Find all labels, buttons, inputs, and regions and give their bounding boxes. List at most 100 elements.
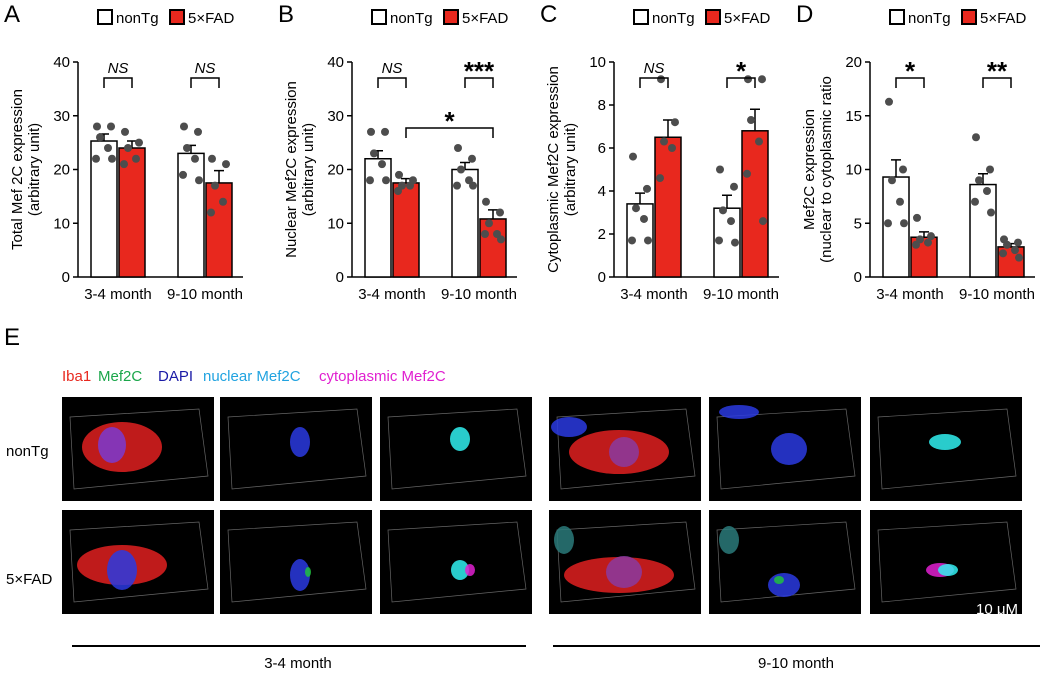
y-tick-label: 0 xyxy=(62,269,70,286)
legend-swatch xyxy=(97,9,113,25)
significance-bracket xyxy=(639,77,669,88)
panel-letter: A xyxy=(4,1,20,28)
data-point xyxy=(715,236,723,245)
data-point xyxy=(744,75,752,84)
data-point xyxy=(731,238,739,247)
data-point xyxy=(913,213,921,222)
panel-letter: C xyxy=(540,1,557,28)
box-outline xyxy=(556,408,696,490)
y-axis-label: (arbitrary unit) xyxy=(26,123,43,216)
data-point xyxy=(222,160,230,169)
data-point xyxy=(211,181,219,190)
data-point xyxy=(743,169,751,178)
cell-signal xyxy=(609,437,639,467)
significance-label: ** xyxy=(987,56,1008,86)
y-tick-label: 20 xyxy=(53,162,70,179)
data-point xyxy=(366,176,374,185)
data-point xyxy=(406,181,414,190)
data-point xyxy=(194,127,202,136)
y-axis-label: (nuclear to cytoplasmic ratio xyxy=(818,76,835,263)
significance-bracket xyxy=(982,77,1012,88)
y-axis-label: Nuclear Mef2C expression xyxy=(283,81,300,258)
legend-swatch xyxy=(889,9,905,25)
y-tick-label: 10 xyxy=(589,54,606,71)
y-axis-label: (arbitrary unit) xyxy=(562,123,579,216)
data-point xyxy=(1015,253,1023,262)
error-bar xyxy=(401,177,411,183)
legend-label: 5×FAD xyxy=(724,10,770,27)
data-point xyxy=(971,197,979,206)
cell-signal xyxy=(768,573,800,597)
significance-bracket xyxy=(895,77,925,88)
data-point xyxy=(395,170,403,179)
data-point xyxy=(454,144,462,152)
data-point xyxy=(660,137,668,146)
data-point xyxy=(453,181,461,190)
data-point xyxy=(457,165,465,174)
data-point xyxy=(485,219,493,228)
error-bar xyxy=(460,161,470,170)
significance-bracket xyxy=(405,127,494,138)
y-tick-label: 20 xyxy=(327,162,344,179)
cell-signal xyxy=(774,576,784,584)
y-tick-label: 10 xyxy=(327,215,344,232)
y-tick-label: 30 xyxy=(53,108,70,125)
data-point xyxy=(657,75,665,84)
data-point xyxy=(884,219,892,228)
data-point xyxy=(671,118,679,127)
row-label: nonTg xyxy=(6,443,49,460)
data-point xyxy=(668,144,676,152)
group-label: 3-4 month xyxy=(264,655,332,672)
significance-label: NS xyxy=(108,60,129,77)
data-point xyxy=(628,236,636,245)
cell-signal xyxy=(451,560,469,580)
data-point xyxy=(179,170,187,179)
group-label: 9-10 month xyxy=(758,655,834,672)
data-point xyxy=(924,238,932,247)
box-outline xyxy=(877,521,1017,603)
legend-cytoplasmic: cytoplasmic Mef2C xyxy=(319,368,446,385)
significance-label: NS xyxy=(195,60,216,77)
box-outline xyxy=(227,408,367,490)
y-tick-label: 20 xyxy=(845,54,862,71)
box-outline xyxy=(716,521,856,603)
data-point xyxy=(124,144,132,152)
box-outline xyxy=(69,408,209,490)
data-point xyxy=(727,217,735,226)
data-point xyxy=(370,149,378,158)
cell-signal xyxy=(719,526,739,554)
data-point xyxy=(896,197,904,206)
x-tick-label: 3-4 month xyxy=(876,286,944,303)
cell-signal xyxy=(554,526,574,554)
cell-signal xyxy=(771,433,807,465)
box-outline xyxy=(716,408,856,490)
significance-bracket xyxy=(103,77,133,88)
cell-signal xyxy=(290,559,310,591)
data-point xyxy=(93,122,101,131)
bar xyxy=(392,182,420,278)
y-tick-label: 10 xyxy=(53,215,70,232)
significance-bracket xyxy=(377,77,407,88)
x-tick-label: 3-4 month xyxy=(84,286,152,303)
data-point xyxy=(496,208,504,217)
panel-letter: B xyxy=(278,1,294,28)
legend-label: 5×FAD xyxy=(980,10,1026,27)
significance-bracket xyxy=(190,77,220,88)
data-point xyxy=(719,206,727,215)
cell-signal xyxy=(305,567,311,577)
significance-label: * xyxy=(736,56,747,86)
significance-label: *** xyxy=(464,56,495,86)
data-point xyxy=(716,165,724,174)
data-point xyxy=(888,176,896,185)
significance-label: NS xyxy=(382,60,403,77)
box-outline xyxy=(877,408,1017,490)
error-bar xyxy=(663,119,673,138)
data-point xyxy=(92,154,100,163)
data-point xyxy=(1003,240,1011,249)
legend-label: nonTg xyxy=(908,10,951,27)
data-point xyxy=(132,154,140,163)
legend-label: nonTg xyxy=(116,10,159,27)
data-point xyxy=(381,127,389,136)
cell-signal xyxy=(719,405,759,419)
